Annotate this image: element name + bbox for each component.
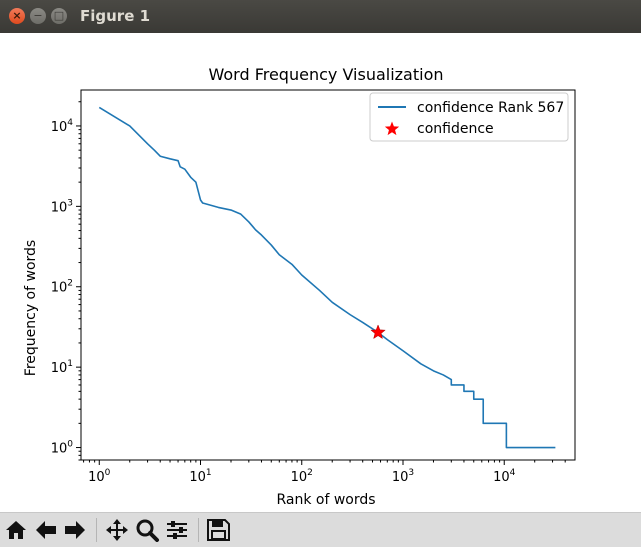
toolbar-separator [198, 518, 199, 542]
forward-icon [65, 521, 85, 539]
legend-box [369, 92, 569, 142]
close-button[interactable]: × [9, 8, 25, 24]
back-icon [36, 521, 56, 539]
axes-frame [80, 89, 576, 461]
plot-area: 100 101 102 103 104 100 101 102 103 104 [51, 89, 576, 485]
save-icon [207, 519, 230, 541]
y-tick-label: 100 [51, 440, 74, 457]
window-titlebar: × − □ Figure 1 [0, 0, 641, 33]
home-button[interactable] [3, 518, 29, 542]
x-tick-label: 104 [493, 468, 516, 485]
minimize-button[interactable]: − [30, 8, 46, 24]
y-axis-label: Frequency of words [23, 240, 39, 376]
legend-star-swatch [384, 121, 400, 136]
figure-canvas: Word Frequency Visualization 100 101 102 10… [23, 65, 576, 508]
y-tick-label: 104 [51, 118, 74, 135]
home-icon [6, 521, 26, 539]
configure-subplots-button[interactable] [164, 518, 190, 542]
save-button[interactable] [205, 518, 231, 542]
y-tick-label: 102 [51, 279, 73, 296]
x-tick-label: 102 [291, 468, 313, 485]
legend-label-line: confidence Rank 567 [417, 100, 564, 116]
navigation-toolbar [0, 512, 641, 547]
x-tick-label: 101 [189, 468, 211, 485]
x-tick-label: 103 [392, 468, 414, 485]
window-title: Figure 1 [80, 7, 151, 25]
pan-icon [106, 519, 128, 541]
x-tick-label: 100 [88, 468, 111, 485]
back-button[interactable] [33, 518, 59, 542]
y-tick-label: 103 [51, 198, 73, 215]
zoom-icon [136, 519, 159, 542]
series-line [98, 106, 556, 449]
configure-subplots-icon [167, 521, 187, 539]
x-axis-label: Rank of words [276, 492, 375, 508]
y-tick-label: 101 [51, 359, 73, 376]
maximize-button[interactable]: □ [51, 8, 67, 24]
zoom-button[interactable] [134, 518, 160, 542]
forward-button[interactable] [62, 518, 88, 542]
legend: confidence Rank 567 confidence [369, 92, 569, 142]
toolbar-separator [96, 518, 97, 542]
chart-title: Word Frequency Visualization [208, 65, 443, 84]
legend-label-marker: confidence [417, 121, 494, 137]
data-point-star [370, 324, 386, 340]
pan-button[interactable] [104, 518, 130, 542]
